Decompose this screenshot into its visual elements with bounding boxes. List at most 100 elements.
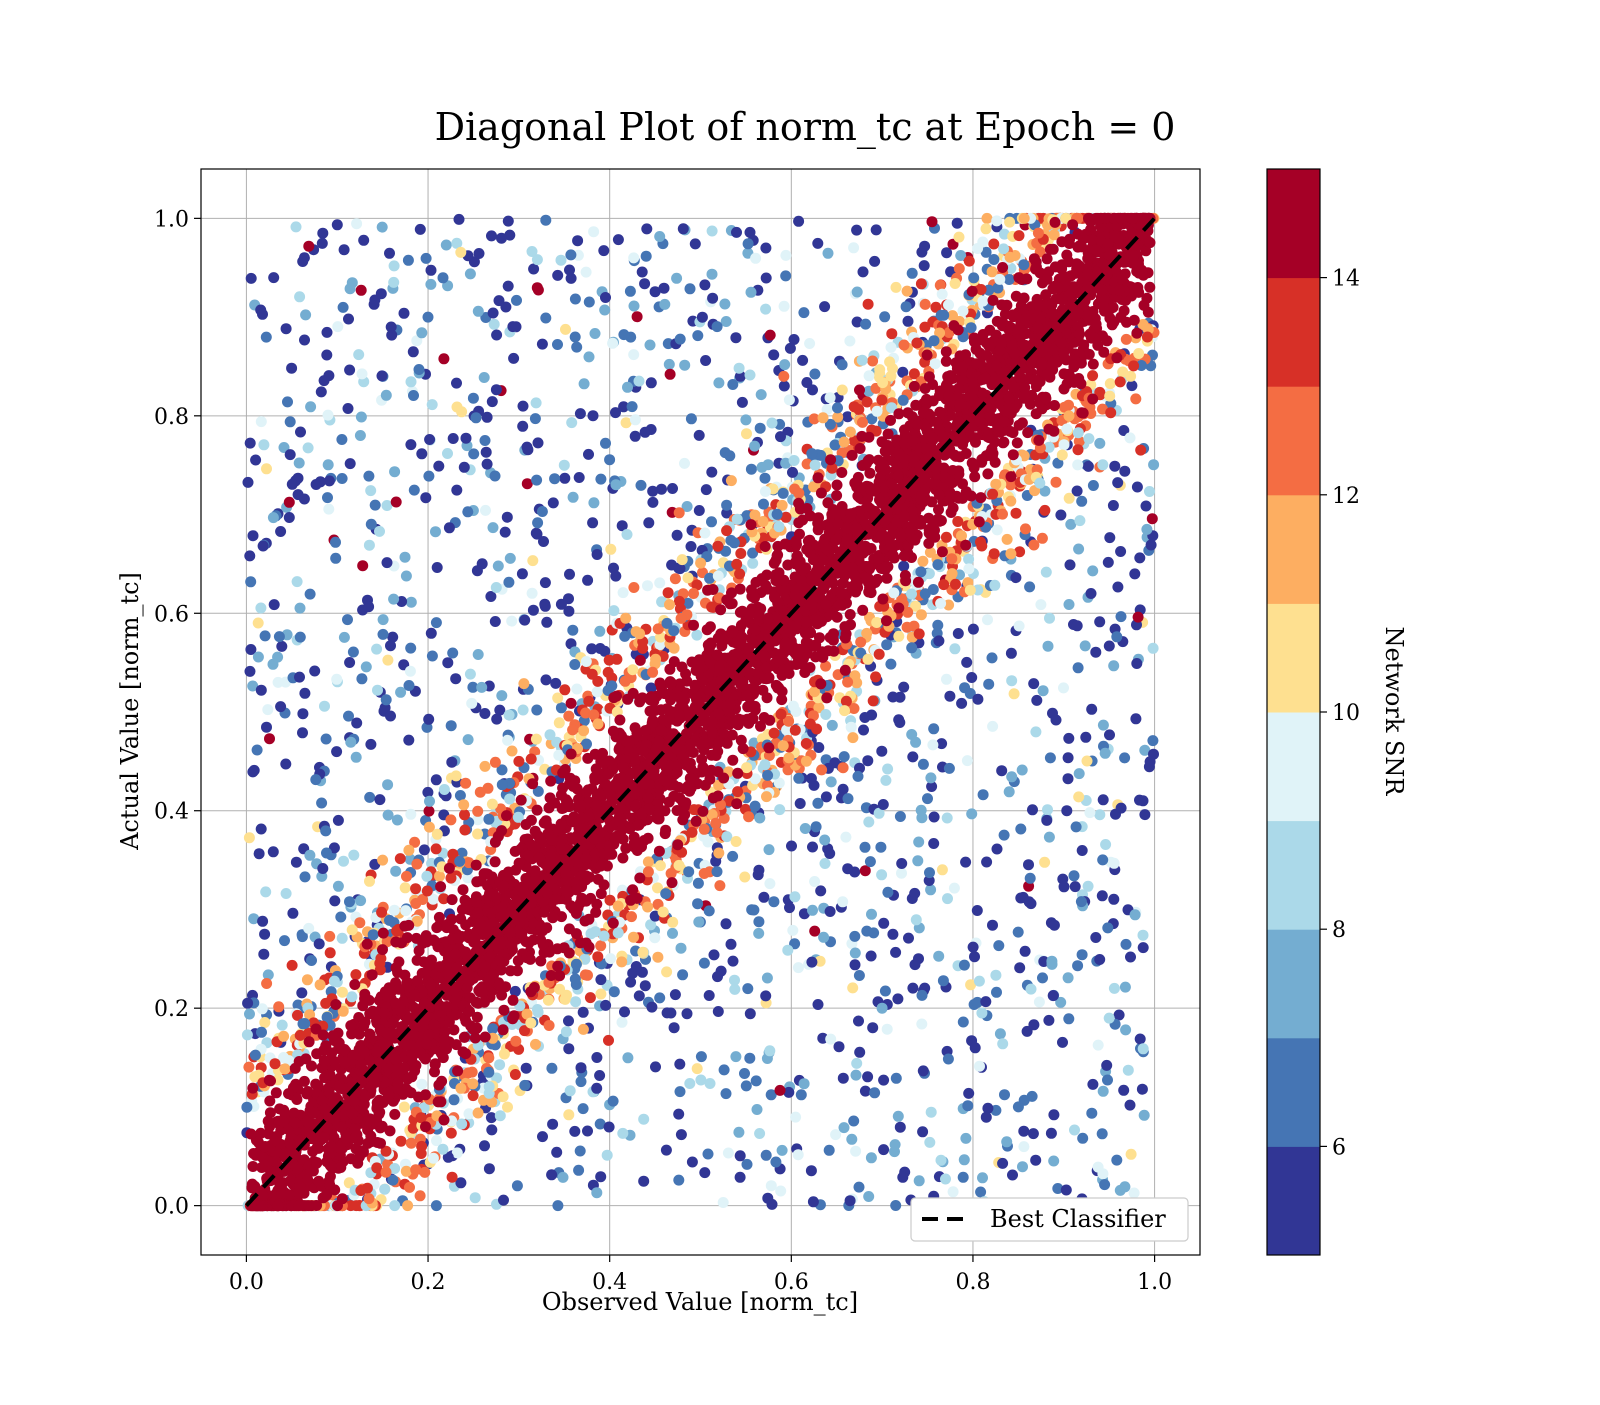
scatter-point <box>871 617 882 628</box>
scatter-point <box>403 845 414 856</box>
scatter-point <box>483 1052 494 1063</box>
scatter-point <box>963 563 974 574</box>
scatter-point <box>445 814 456 825</box>
scatter-point <box>518 401 529 412</box>
scatter-point <box>972 243 983 254</box>
scatter-point <box>284 512 295 523</box>
scatter-point <box>1080 640 1091 651</box>
scatter-point <box>858 725 869 736</box>
scatter-point <box>954 263 965 274</box>
scatter-point <box>424 434 435 445</box>
scatter-point <box>676 943 687 954</box>
scatter-point <box>1130 393 1141 404</box>
scatter-point <box>673 1175 684 1186</box>
scatter-point <box>916 812 927 823</box>
scatter-point <box>821 692 832 703</box>
scatter-point <box>1026 984 1037 995</box>
scatter-point <box>401 871 412 882</box>
scatter-point <box>551 1147 562 1158</box>
scatter-point <box>875 842 886 853</box>
scatter-point <box>704 905 715 916</box>
scatter-point <box>416 1079 427 1090</box>
scatter-point <box>1131 658 1142 669</box>
scatter-point <box>590 328 601 339</box>
scatter-point <box>1039 505 1050 516</box>
scatter-point <box>425 279 436 290</box>
scatter-point <box>416 327 427 338</box>
scatter-point <box>793 773 804 784</box>
scatter-point <box>610 571 621 582</box>
scatter-point <box>587 517 598 528</box>
scatter-point <box>1020 523 1031 534</box>
scatter-point <box>361 661 372 672</box>
scatter-point <box>745 1008 756 1019</box>
scatter-point <box>403 255 414 266</box>
scatter-point <box>667 917 678 928</box>
scatter-point <box>933 635 944 646</box>
scatter-point <box>654 231 665 242</box>
scatter-point <box>1097 1128 1108 1139</box>
scatter-point <box>565 249 576 260</box>
scatter-point <box>342 614 353 625</box>
scatter-point <box>790 725 801 736</box>
scatter-point <box>953 628 964 639</box>
scatter-point <box>750 801 761 812</box>
scatter-point <box>423 714 434 725</box>
scatter-point <box>775 1186 786 1197</box>
scatter-point <box>255 603 266 614</box>
scatter-point <box>894 717 905 728</box>
scatter-point <box>645 340 656 351</box>
scatter-point <box>402 1200 413 1211</box>
scatter-point <box>727 851 738 862</box>
scatter-point <box>572 235 583 246</box>
scatter-point <box>849 401 860 412</box>
scatter-point <box>1103 557 1114 568</box>
scatter-point <box>730 332 741 343</box>
scatter-point <box>850 948 861 959</box>
scatter-point <box>920 299 931 310</box>
scatter-point <box>480 435 491 446</box>
scatter-point <box>878 1075 889 1086</box>
scatter-point <box>857 417 868 428</box>
scatter-point <box>1109 983 1120 994</box>
scatter-point <box>565 1085 576 1096</box>
scatter-point <box>878 1144 889 1155</box>
scatter-point <box>647 667 658 678</box>
scatter-point <box>800 823 811 834</box>
scatter-point <box>729 537 740 548</box>
scatter-point <box>664 359 675 370</box>
scatter-point <box>490 757 501 768</box>
scatter-point <box>758 892 769 903</box>
scatter-point <box>244 1009 255 1020</box>
scatter-point <box>306 955 317 966</box>
scatter-point <box>919 322 930 333</box>
scatter-point <box>1006 675 1017 686</box>
scatter-point <box>502 512 513 523</box>
scatter-point <box>941 532 952 543</box>
scatter-point <box>961 657 972 668</box>
scatter-point <box>807 842 818 853</box>
scatter-point <box>499 1049 510 1060</box>
scatter-point <box>732 786 743 797</box>
scatter-point <box>303 442 314 453</box>
scatter-point <box>522 442 533 453</box>
scatter-point <box>1111 631 1122 642</box>
scatter-point <box>264 1096 275 1107</box>
scatter-point <box>668 625 679 636</box>
scatter-point <box>751 1075 762 1086</box>
scatter-point <box>545 729 556 740</box>
scatter-point <box>699 279 710 290</box>
scatter-point <box>1055 510 1066 521</box>
scatter-point <box>1044 613 1055 624</box>
scatter-point <box>910 959 921 970</box>
scatter-point <box>573 1165 584 1176</box>
scatter-point <box>274 631 285 642</box>
scatter-point <box>488 308 499 319</box>
scatter-point <box>570 332 581 343</box>
scatter-point <box>379 1184 390 1195</box>
scatter-point <box>546 1063 557 1074</box>
scatter-point <box>537 339 548 350</box>
scatter-point <box>585 992 596 1003</box>
scatter-point <box>895 1122 906 1133</box>
scatter-point <box>482 459 493 470</box>
